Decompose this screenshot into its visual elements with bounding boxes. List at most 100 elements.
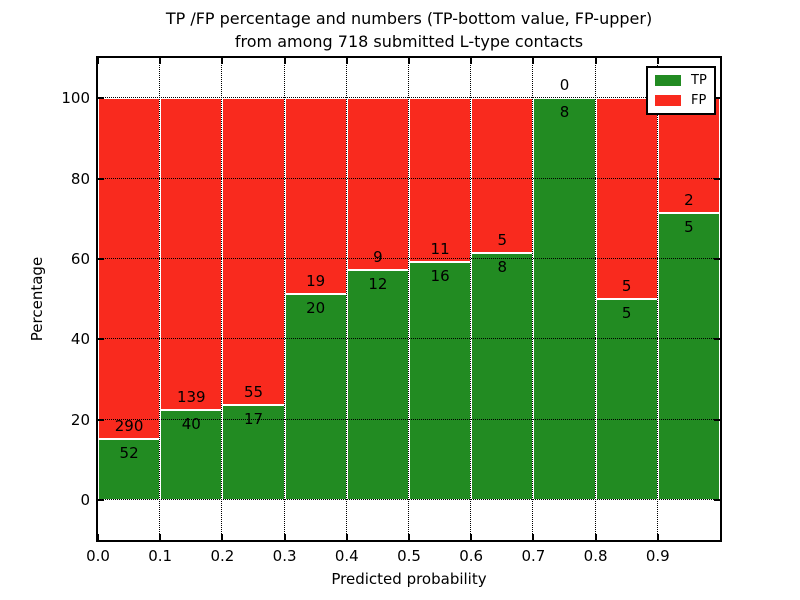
gridline-vertical [221, 58, 223, 540]
x-tick-top [97, 58, 99, 64]
y-tick-left [98, 498, 104, 501]
x-tick-top [470, 58, 473, 64]
y-tick-label: 40 [70, 330, 90, 349]
x-tick-label: 0.7 [521, 547, 546, 565]
bar-label-tp: 5 [621, 304, 632, 322]
y-tick-left [98, 257, 104, 260]
bar-segment-tp [98, 438, 161, 500]
bar-label-tp: 8 [559, 103, 570, 122]
x-tick-top [283, 58, 286, 64]
gridline-vertical [532, 58, 534, 540]
bar-segment-fp [471, 98, 534, 253]
bar-label-fp: 0 [559, 76, 570, 95]
x-tick-label: 0.5 [397, 547, 421, 565]
x-tick-top [594, 58, 597, 64]
y-tick-right [714, 97, 720, 100]
x-tick-bottom [532, 534, 535, 540]
legend-label-fp: FP [691, 93, 707, 108]
gridline-vertical [470, 58, 472, 540]
y-tick-right [714, 257, 720, 260]
x-tick-bottom [408, 534, 410, 540]
y-tick-label: 100 [61, 89, 90, 108]
bar-label-fp: 139 [176, 388, 206, 407]
x-tick-label: 0.3 [272, 547, 297, 565]
x-tick-top [221, 58, 224, 64]
x-tick-bottom [345, 534, 348, 540]
bar-label-tp: 16 [430, 266, 450, 285]
legend-item-tp: TP [655, 74, 707, 87]
x-tick-bottom [221, 534, 224, 540]
y-tick-label: 60 [70, 249, 90, 268]
bar-segment-fp [222, 98, 285, 405]
legend-label-tp: TP [691, 73, 707, 88]
bar-label-fp: 5 [497, 230, 508, 249]
bar-segment-tp [533, 98, 596, 500]
x-tick-bottom [283, 534, 286, 540]
x-tick-bottom [159, 534, 162, 540]
bar-label-fp: 2 [684, 190, 694, 209]
x-tick-bottom [97, 534, 99, 540]
bar-segment-tp [284, 293, 347, 500]
bar-label-tp: 20 [306, 298, 326, 317]
bar-segment-tp [346, 270, 409, 500]
bar-segment-tp [657, 212, 720, 500]
y-tick-right [714, 338, 720, 341]
x-tick-label: 0.1 [148, 547, 173, 565]
gridline-horizontal [98, 418, 720, 420]
bar-label-tp: 40 [181, 415, 201, 434]
x-tick-label: 0.6 [459, 547, 484, 565]
bar-segment-tp [471, 252, 534, 500]
bar-segment-fp [98, 98, 161, 439]
bar-label-fp: 19 [306, 271, 326, 290]
bar-label-fp: 11 [430, 239, 450, 258]
gridline-horizontal [98, 177, 720, 179]
y-tick-left [98, 97, 104, 100]
x-tick-label: 0.9 [645, 547, 670, 565]
gridline-horizontal [98, 338, 720, 340]
x-tick-bottom [656, 534, 659, 540]
x-tick-label: 0.2 [210, 547, 235, 565]
bar-label-tp: 8 [497, 257, 508, 276]
legend-item-fp: FP [655, 94, 707, 107]
chart-title: TP /FP percentage and numbers (TP-bottom… [98, 7, 720, 53]
bar-label-tp: 12 [368, 275, 388, 294]
x-axis-label: Predicted probability [331, 570, 487, 588]
bar-segment-tp [595, 299, 658, 500]
gridline-horizontal [98, 498, 720, 500]
gridline-vertical [656, 58, 658, 540]
plot-area: 290 52 139 40 55 17 19 20 9 12 11 16 5 8 0 8 5 5 2 5 [97, 58, 720, 540]
bar-segment-fp [409, 98, 472, 262]
bar-segment-fp [595, 98, 658, 299]
x-tick-label: 0.8 [583, 547, 608, 565]
bar-segment-fp [160, 98, 223, 411]
gridline-horizontal [98, 97, 720, 99]
y-tick-left [98, 418, 104, 421]
x-tick-top [656, 58, 659, 64]
y-axis-label: Percentage [28, 256, 46, 342]
x-tick-bottom [470, 534, 473, 540]
bar-label-tp: 5 [684, 217, 694, 236]
chart-title-line1: TP /FP percentage and numbers (TP-bottom… [165, 9, 653, 28]
bar-segment-fp [346, 98, 409, 271]
gridline-vertical [283, 58, 285, 540]
y-tick-right [714, 177, 720, 180]
y-tick-label: 0 [80, 490, 90, 509]
x-tick-bottom [594, 534, 597, 540]
legend-swatch-tp [655, 75, 681, 86]
bar-label-tp: 52 [119, 443, 139, 462]
y-tick-right [714, 418, 720, 421]
gridline-vertical [345, 58, 347, 540]
x-tick-label: 0.4 [334, 547, 359, 565]
gridline-vertical [159, 58, 161, 540]
gridline-vertical [594, 58, 596, 540]
legend: TP FP [646, 66, 716, 115]
bar-label-fp: 55 [243, 382, 264, 401]
x-tick-top [532, 58, 535, 64]
legend-swatch-fp [655, 95, 681, 106]
bar-segment-tp [409, 261, 472, 500]
x-tick-top [345, 58, 348, 64]
x-tick-top [408, 58, 410, 64]
bar-label-fp: 5 [621, 277, 632, 295]
bar-segment-tp [160, 410, 223, 500]
